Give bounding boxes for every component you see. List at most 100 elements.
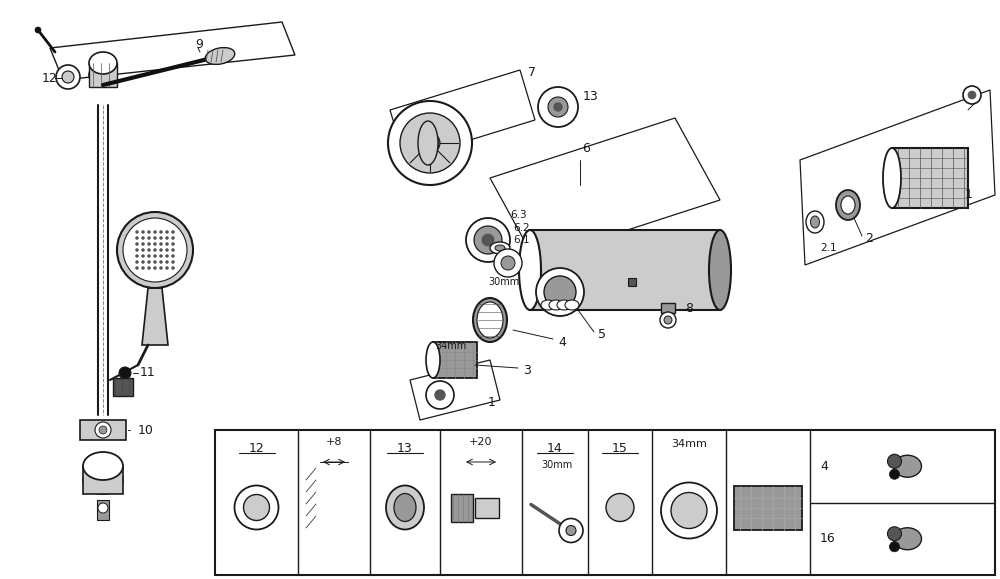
Polygon shape <box>142 288 168 345</box>
Polygon shape <box>306 472 316 567</box>
Text: 7: 7 <box>528 65 536 79</box>
Circle shape <box>172 230 175 233</box>
Text: 13: 13 <box>397 442 413 455</box>
Text: 6.3: 6.3 <box>510 210 527 220</box>
Circle shape <box>136 230 138 233</box>
Circle shape <box>420 133 440 153</box>
Circle shape <box>142 266 144 269</box>
Circle shape <box>566 526 576 536</box>
Circle shape <box>142 236 144 240</box>
Circle shape <box>154 243 156 245</box>
Circle shape <box>501 256 515 270</box>
Ellipse shape <box>841 196 855 214</box>
Bar <box>83 466 123 494</box>
Ellipse shape <box>894 527 922 549</box>
Text: +20: +20 <box>469 437 493 447</box>
Polygon shape <box>595 480 645 535</box>
Text: 34mm: 34mm <box>435 341 466 351</box>
Ellipse shape <box>495 245 505 251</box>
Circle shape <box>888 455 902 468</box>
Circle shape <box>166 236 168 240</box>
Text: 4: 4 <box>558 335 566 349</box>
Ellipse shape <box>83 466 123 494</box>
Circle shape <box>142 230 144 233</box>
Ellipse shape <box>205 47 235 64</box>
Circle shape <box>160 243 162 245</box>
Ellipse shape <box>565 300 579 310</box>
Circle shape <box>244 494 270 521</box>
Circle shape <box>117 212 193 288</box>
Bar <box>661 303 675 313</box>
Circle shape <box>160 230 162 233</box>
Circle shape <box>482 234 494 246</box>
Circle shape <box>123 218 187 282</box>
Text: 2.1: 2.1 <box>820 243 837 253</box>
Circle shape <box>154 230 156 233</box>
Text: +8: +8 <box>326 437 342 447</box>
Ellipse shape <box>394 493 416 522</box>
Circle shape <box>62 71 74 83</box>
Circle shape <box>172 261 175 263</box>
Circle shape <box>890 469 900 479</box>
Polygon shape <box>490 118 720 260</box>
Polygon shape <box>800 90 995 265</box>
Ellipse shape <box>473 298 507 342</box>
Circle shape <box>160 266 162 269</box>
Circle shape <box>142 243 144 245</box>
Text: 1: 1 <box>965 189 973 201</box>
Circle shape <box>136 248 138 251</box>
Circle shape <box>148 255 150 258</box>
Text: 10: 10 <box>138 423 154 437</box>
Ellipse shape <box>883 148 901 208</box>
Circle shape <box>154 236 156 240</box>
Circle shape <box>56 65 80 89</box>
Polygon shape <box>316 475 352 505</box>
Ellipse shape <box>836 190 860 220</box>
Circle shape <box>160 255 162 258</box>
Text: 9: 9 <box>195 38 203 52</box>
Circle shape <box>142 261 144 263</box>
Text: 6.1: 6.1 <box>513 235 530 245</box>
Text: 11: 11 <box>140 367 156 379</box>
Ellipse shape <box>810 216 820 228</box>
Circle shape <box>136 243 138 245</box>
Circle shape <box>166 266 168 269</box>
Text: 15: 15 <box>612 442 628 455</box>
Circle shape <box>536 268 584 316</box>
Text: 6: 6 <box>582 141 590 155</box>
Circle shape <box>554 103 562 111</box>
Text: 2: 2 <box>865 232 873 244</box>
Circle shape <box>35 27 41 33</box>
Ellipse shape <box>549 300 563 310</box>
Ellipse shape <box>541 300 555 310</box>
Text: 30mm: 30mm <box>488 277 519 287</box>
Circle shape <box>166 230 168 233</box>
Circle shape <box>664 316 672 324</box>
Circle shape <box>172 236 175 240</box>
Polygon shape <box>410 360 500 420</box>
Ellipse shape <box>490 242 510 254</box>
Text: 6.2: 6.2 <box>513 223 530 233</box>
Circle shape <box>606 493 634 522</box>
Circle shape <box>148 266 150 269</box>
Circle shape <box>963 86 981 104</box>
Circle shape <box>148 248 150 251</box>
Text: 30mm: 30mm <box>541 460 573 470</box>
Circle shape <box>154 248 156 251</box>
Polygon shape <box>390 70 535 160</box>
Circle shape <box>166 261 168 263</box>
Circle shape <box>136 261 138 263</box>
Circle shape <box>888 527 902 541</box>
Text: 4: 4 <box>820 460 828 472</box>
Circle shape <box>148 243 150 245</box>
Circle shape <box>426 381 454 409</box>
Bar <box>97 500 109 520</box>
Ellipse shape <box>477 302 503 338</box>
Circle shape <box>166 248 168 251</box>
Circle shape <box>136 255 138 258</box>
Bar <box>89 63 117 87</box>
Circle shape <box>136 236 138 240</box>
Circle shape <box>142 248 144 251</box>
Circle shape <box>160 248 162 251</box>
Text: 12: 12 <box>249 442 264 455</box>
